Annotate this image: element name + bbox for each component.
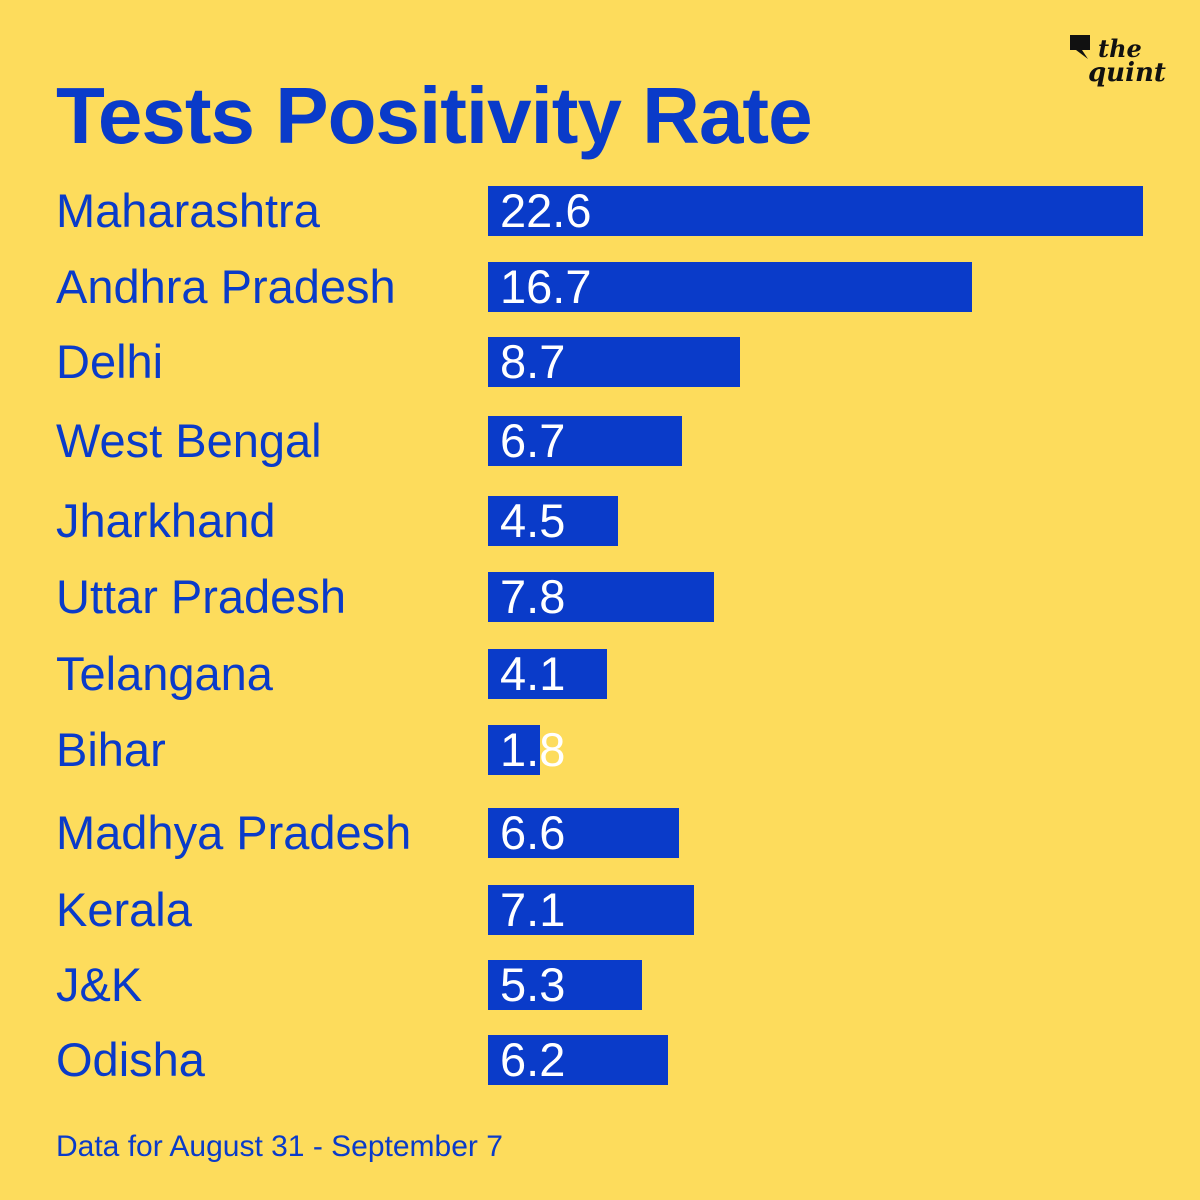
speech-bubble-icon	[1070, 35, 1090, 59]
bar-value-label: 6.6	[500, 806, 566, 859]
logo-text-the: the	[1098, 34, 1142, 63]
bar: 22.6	[488, 186, 1143, 236]
bar: 6.6	[488, 808, 679, 858]
bar-value-label: 5.3	[500, 958, 566, 1011]
bar: 5.3	[488, 960, 642, 1010]
bar: 16.7	[488, 262, 972, 312]
category-label: J&K	[56, 958, 143, 1011]
bar: 6.2	[488, 1035, 668, 1085]
bar-value-label: 7.8	[500, 570, 566, 623]
bar: 4.1	[488, 649, 607, 699]
bar-value-label: 22.6	[500, 184, 592, 237]
bar-value-label: 7.1	[500, 883, 566, 936]
category-label: Uttar Pradesh	[56, 570, 346, 623]
bar-value-label: 1.8	[500, 723, 566, 776]
bar: 4.5	[488, 496, 618, 546]
bar: 7.8	[488, 572, 714, 622]
data-footnote: Data for August 31 - September 7	[56, 1130, 503, 1163]
category-label: Andhra Pradesh	[56, 260, 396, 313]
category-label: Kerala	[56, 883, 192, 936]
category-label: Delhi	[56, 335, 164, 388]
category-label: Madhya Pradesh	[56, 806, 412, 859]
bar-value-label: 8.7	[500, 335, 566, 388]
category-label: Bihar	[56, 723, 166, 776]
category-label: Jharkhand	[56, 494, 276, 547]
category-label: Telangana	[56, 647, 273, 700]
the-quint-logo: the quint	[1066, 32, 1176, 92]
bar-value-label: 16.7	[500, 260, 592, 313]
bar: 6.7	[488, 416, 682, 466]
bar-value-label: 6.7	[500, 414, 566, 467]
category-label: West Bengal	[56, 414, 322, 467]
bar: 7.1	[488, 885, 694, 935]
bar-value-label: 6.2	[500, 1033, 566, 1086]
bar-value-label: 4.1	[500, 647, 566, 700]
category-label: Odisha	[56, 1033, 205, 1086]
bar: 1.8	[488, 725, 565, 775]
chart-title: Tests Positivity Rate	[56, 71, 813, 160]
category-label: Maharashtra	[56, 184, 320, 237]
logo-text-quint: quint	[1088, 58, 1166, 88]
bar-value-label: 4.5	[500, 494, 566, 547]
bar: 8.7	[488, 337, 740, 387]
